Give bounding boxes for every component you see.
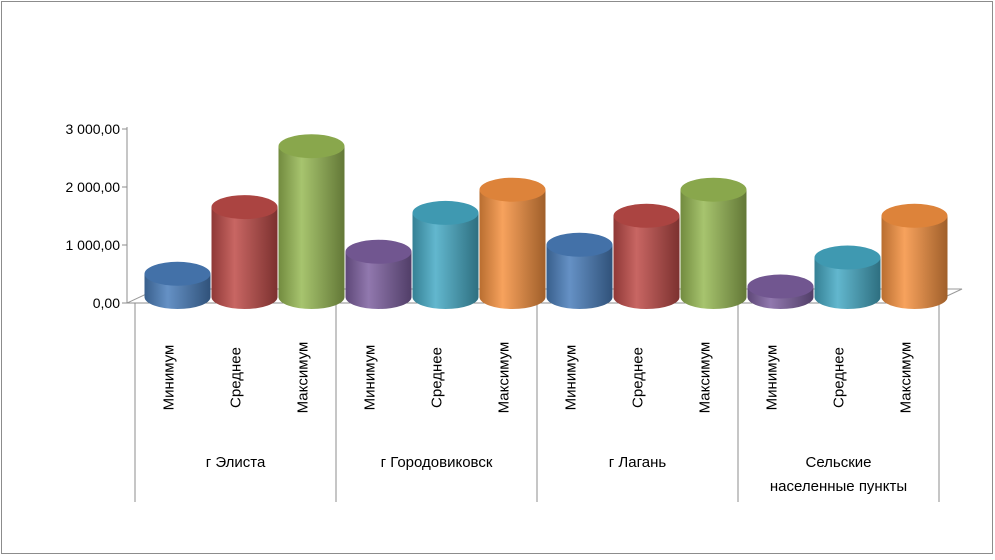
bar xyxy=(278,134,345,309)
y-tick-label: 2 000,00 xyxy=(66,179,121,195)
bar-body xyxy=(479,189,546,309)
bars xyxy=(144,134,948,309)
bar-top xyxy=(613,203,680,228)
group-label: населенные пункты xyxy=(770,478,907,495)
bar-top xyxy=(479,177,546,202)
bar xyxy=(680,177,747,309)
bar-body xyxy=(345,251,412,309)
bar-top xyxy=(144,261,211,286)
bar-top xyxy=(211,195,278,220)
bar xyxy=(211,195,278,309)
bar-body xyxy=(278,146,345,309)
bar-body xyxy=(412,212,479,309)
bar-category-label: Минимум xyxy=(563,345,580,411)
bar-body xyxy=(546,244,613,309)
bar-top xyxy=(814,245,881,270)
bar xyxy=(144,261,211,309)
bar xyxy=(345,239,412,309)
bar-top xyxy=(747,274,814,299)
group-label: Сельские xyxy=(805,454,871,471)
bar xyxy=(881,203,948,309)
bar-top xyxy=(278,134,345,159)
bar-top xyxy=(412,200,479,225)
bar-category-label: Среднее xyxy=(228,347,245,408)
bar-category-label: Минимум xyxy=(161,345,178,411)
bar xyxy=(412,200,479,309)
axes xyxy=(122,127,963,502)
bar-body xyxy=(881,215,948,309)
bar-body xyxy=(211,207,278,309)
group-label: г Элиста xyxy=(206,454,266,471)
bar-body xyxy=(680,189,747,309)
bar-category-label: Среднее xyxy=(429,347,446,408)
bar xyxy=(546,232,613,309)
group-label: г Городовиковск xyxy=(381,454,493,471)
bar-category-label: Среднее xyxy=(831,347,848,408)
bar xyxy=(747,274,814,309)
bar-top xyxy=(680,177,747,202)
bar-category-label: Минимум xyxy=(764,345,781,411)
bar xyxy=(613,203,680,309)
group-label: г Лагань xyxy=(609,454,667,471)
bar-category-label: Минимум xyxy=(362,345,379,411)
bar-category-label: Максимум xyxy=(295,342,312,414)
bar-category-label: Среднее xyxy=(630,347,647,408)
bar-top xyxy=(881,203,948,228)
bar-body xyxy=(814,257,881,309)
axis-labels: 0,00 1 000,00 2 000,00 3 000,00 Минимум Средн… xyxy=(66,121,915,495)
bar xyxy=(814,245,881,309)
y-tick-label: 0,00 xyxy=(93,295,120,311)
bar-top xyxy=(345,239,412,264)
bar-category-label: Максимум xyxy=(898,342,915,414)
bar-category-label: Максимум xyxy=(697,342,714,414)
y-tick-label: 1 000,00 xyxy=(66,237,121,253)
bar-top xyxy=(546,232,613,257)
bar-body xyxy=(613,215,680,309)
bar-category-label: Максимум xyxy=(496,342,513,414)
bar xyxy=(479,177,546,309)
y-tick-label: 3 000,00 xyxy=(66,121,121,137)
